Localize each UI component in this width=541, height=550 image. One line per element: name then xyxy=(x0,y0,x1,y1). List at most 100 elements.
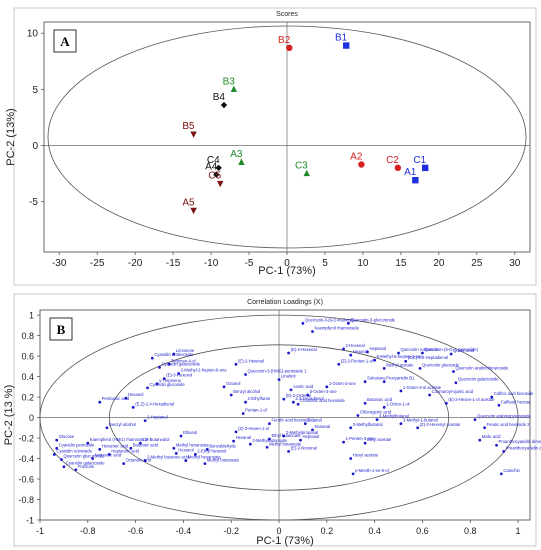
loading-marker xyxy=(177,372,181,375)
loading-label: Butanoic acid xyxy=(367,397,393,402)
loading-point: Benzyl alcohol xyxy=(105,422,136,430)
panel-letter: B xyxy=(57,322,66,337)
loading-marker xyxy=(363,380,367,384)
loading-marker xyxy=(62,465,66,469)
loading-point: Cyanidin glucoside xyxy=(146,382,185,390)
loading-point: Quinic acid xyxy=(449,348,475,356)
loading-point: Hexanol xyxy=(124,392,143,400)
loading-label: Caffeoyl hexose xyxy=(501,399,532,404)
loading-point: 2-Ethylfuran xyxy=(244,396,271,404)
loading-label: Heptanol xyxy=(369,346,386,351)
score-point-label: A3 xyxy=(230,149,243,160)
loading-label: Benzyl alcohol xyxy=(109,422,136,427)
marker-diamond xyxy=(215,164,222,172)
x-tick-label: -20 xyxy=(128,258,143,269)
y-tick-label: -0.6 xyxy=(18,475,34,485)
loading-marker xyxy=(382,380,386,384)
marker-triangle-down xyxy=(190,131,197,138)
loading-label: (Z)-3-Hexen-1-ol xyxy=(238,426,269,431)
score-point-a2: A2 xyxy=(350,151,365,168)
loading-marker xyxy=(229,393,233,397)
marker-triangle xyxy=(303,169,310,177)
loading-marker xyxy=(346,321,350,325)
loading-marker xyxy=(172,446,176,450)
loading-point: Quercetin arabinopyranoside xyxy=(473,414,531,422)
loading-point: 2-Hexenal xyxy=(342,343,365,351)
loading-marker xyxy=(203,462,207,466)
loading-point: Coumaric acid hexoside xyxy=(296,398,346,406)
loading-marker xyxy=(342,347,345,351)
loading-point: Quercetin glucoside xyxy=(418,362,460,370)
loading-marker xyxy=(418,366,422,370)
loading-label: (E)-2-Hexenal xyxy=(238,358,264,363)
marker-triangle xyxy=(238,158,245,165)
loading-point: (E)-2-Hexenal xyxy=(234,358,264,366)
loading-marker xyxy=(490,395,494,399)
score-point-a1: A1 xyxy=(404,167,419,184)
loading-label: Cyanidin galactoside xyxy=(162,361,201,366)
x-tick-label: -5 xyxy=(245,258,254,269)
loading-point: (E)-2-Nonenal xyxy=(287,445,317,453)
loading-label: Benzyl alcohol xyxy=(233,389,260,394)
loading-label: Heptanal xyxy=(303,434,320,439)
loading-label: Limonene xyxy=(176,348,195,353)
score-point-label: A5 xyxy=(182,197,195,208)
loading-label: Octanal xyxy=(307,418,322,423)
loading-label: Pentanoic acid xyxy=(102,396,130,401)
score-point-label: C1 xyxy=(413,155,426,166)
loading-label: Butanoic acid xyxy=(133,442,159,447)
loading-point: Hexyl acetate xyxy=(349,453,379,460)
score-point-label: C5 xyxy=(208,171,221,182)
loading-label: Linalool xyxy=(281,374,296,379)
y-axis-label: PC-2 (13 %) xyxy=(3,385,15,446)
loading-point: Hexanoic acid xyxy=(98,443,129,451)
loading-point: 2-Methyl butanoic acid xyxy=(143,455,190,462)
loading-marker xyxy=(105,426,109,430)
loading-label: Hexanal xyxy=(353,349,368,354)
loading-label: Fructose xyxy=(78,464,95,469)
loading-label: Hexyl acetate xyxy=(353,453,379,458)
x-axis-label: PC-1 (73%) xyxy=(258,265,315,277)
loading-point: 2-Methylbutanal xyxy=(349,422,383,430)
loading-marker xyxy=(299,438,302,442)
loading-marker xyxy=(291,400,295,404)
loading-marker xyxy=(265,445,269,449)
score-point-c5: C5 xyxy=(208,171,224,188)
marker-circle xyxy=(394,164,402,172)
x-tick-label: 5 xyxy=(322,258,328,269)
loading-label: (E)-2-Nonenal xyxy=(291,445,317,450)
x-axis-label: PC-1 (73%) xyxy=(256,535,313,547)
score-point-c4: C4 xyxy=(207,155,222,172)
loading-point: (E,Z)-2,4-Hexadienal xyxy=(131,401,174,409)
y-tick-label: 0.4 xyxy=(21,372,34,382)
loading-label: Nonanal xyxy=(314,424,330,429)
loading-label: p-Menth-1-en-8-ol xyxy=(355,468,389,473)
loading-point: Ferulic acid hexoside 1 xyxy=(268,418,315,426)
loading-points: Quercetin-3-(6-O-malonyl)...Quercetin-3-… xyxy=(52,317,541,476)
loading-point: Nonanal xyxy=(311,424,330,432)
loading-point: 3-Methylbutanal xyxy=(375,414,409,422)
loading-label: Methyl butanoate xyxy=(269,441,302,446)
loading-marker xyxy=(289,388,293,392)
loading-point: Quercetin-3-glucuronide xyxy=(346,317,396,325)
loading-point: Cyanidin pentoside xyxy=(55,442,95,450)
loading-marker xyxy=(244,400,247,404)
loading-marker xyxy=(150,356,154,360)
loading-label: Sulcatone xyxy=(367,376,386,381)
loading-point: 2-Methyl-2-hepten-6-one xyxy=(177,368,227,375)
loading-point: Methyl hexanoate xyxy=(184,455,222,462)
loading-label: Quercetin-3-(6-O-malonyl)... xyxy=(305,317,357,322)
loading-label: γ-Terpinene xyxy=(159,378,182,383)
loading-label: Hexanoic acid xyxy=(102,443,129,448)
loading-marker xyxy=(452,370,455,373)
y-tick-label: 0.8 xyxy=(21,331,34,341)
loading-marker xyxy=(60,458,63,461)
loading-marker xyxy=(155,382,159,386)
x-tick-label: -1 xyxy=(36,526,44,536)
loading-marker xyxy=(303,422,307,426)
loading-point: Caffeoyl hexose xyxy=(497,399,532,407)
loading-marker xyxy=(349,353,353,357)
loading-label: Quinic acid xyxy=(453,348,474,353)
loading-marker xyxy=(499,472,503,476)
plot-area xyxy=(39,309,531,521)
